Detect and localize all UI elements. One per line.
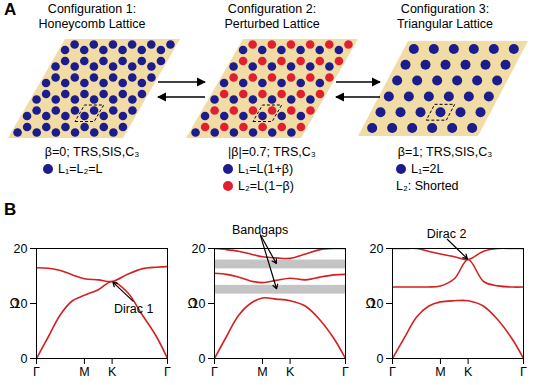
svg-text:0: 0 (377, 352, 384, 366)
svg-text:20: 20 (14, 242, 28, 256)
svg-text:10: 10 (191, 296, 206, 311)
svg-text:Configuration 2:: Configuration 2: (228, 2, 316, 16)
svg-text:M: M (435, 365, 445, 379)
svg-text:L₂=L(1−β): L₂=L(1−β) (238, 179, 294, 193)
svg-text:Γ: Γ (520, 365, 527, 379)
svg-text:Γ: Γ (164, 365, 171, 379)
svg-text:M: M (79, 365, 89, 379)
svg-text:Dirac 1: Dirac 1 (114, 302, 154, 316)
svg-text:K: K (286, 365, 295, 379)
svg-text:Γ: Γ (211, 365, 218, 379)
svg-text:Ω: Ω (10, 295, 20, 311)
svg-text:A: A (4, 0, 16, 19)
svg-text:Ω: Ω (366, 295, 376, 311)
svg-text:Bandgaps: Bandgaps (232, 223, 288, 237)
svg-text:0: 0 (21, 352, 28, 366)
svg-text:20: 20 (192, 242, 206, 256)
svg-text:K: K (464, 365, 473, 379)
html-text:B: B (4, 200, 17, 219)
svg-text:Γ: Γ (33, 365, 40, 379)
svg-text:β=1; TRS,SIS,C₃: β=1; TRS,SIS,C₃ (398, 145, 493, 159)
svg-text:Γ: Γ (342, 365, 349, 379)
svg-text:Dirac 2: Dirac 2 (427, 227, 467, 241)
svg-text:Perturbed Lattice: Perturbed Lattice (224, 17, 319, 31)
svg-text:Configuration 3:: Configuration 3: (401, 2, 489, 16)
svg-text:Γ: Γ (389, 365, 396, 379)
svg-text:L₁=L(1+β): L₁=L(1+β) (238, 162, 293, 176)
svg-text:10: 10 (13, 296, 28, 311)
svg-text:Ω: Ω (188, 295, 198, 311)
svg-text:L₁=2L: L₁=2L (411, 162, 443, 176)
svg-text:β=0; TRS,SIS,C₃: β=0; TRS,SIS,C₃ (45, 145, 140, 159)
svg-text:L₁=L₂=L: L₁=L₂=L (58, 162, 103, 176)
svg-text:Triangular Lattice: Triangular Lattice (397, 17, 493, 31)
svg-text:L₂: Shorted: L₂: Shorted (396, 179, 459, 193)
svg-text:M: M (257, 365, 267, 379)
svg-text:10: 10 (369, 296, 384, 311)
svg-text:|β|=0.7; TRS,C₃: |β|=0.7; TRS,C₃ (228, 145, 316, 159)
svg-text:20: 20 (370, 242, 384, 256)
svg-text:K: K (108, 365, 117, 379)
svg-text:0: 0 (199, 352, 206, 366)
svg-text:Configuration 1:: Configuration 1: (48, 2, 136, 16)
svg-text:Honeycomb Lattice: Honeycomb Lattice (38, 17, 145, 31)
